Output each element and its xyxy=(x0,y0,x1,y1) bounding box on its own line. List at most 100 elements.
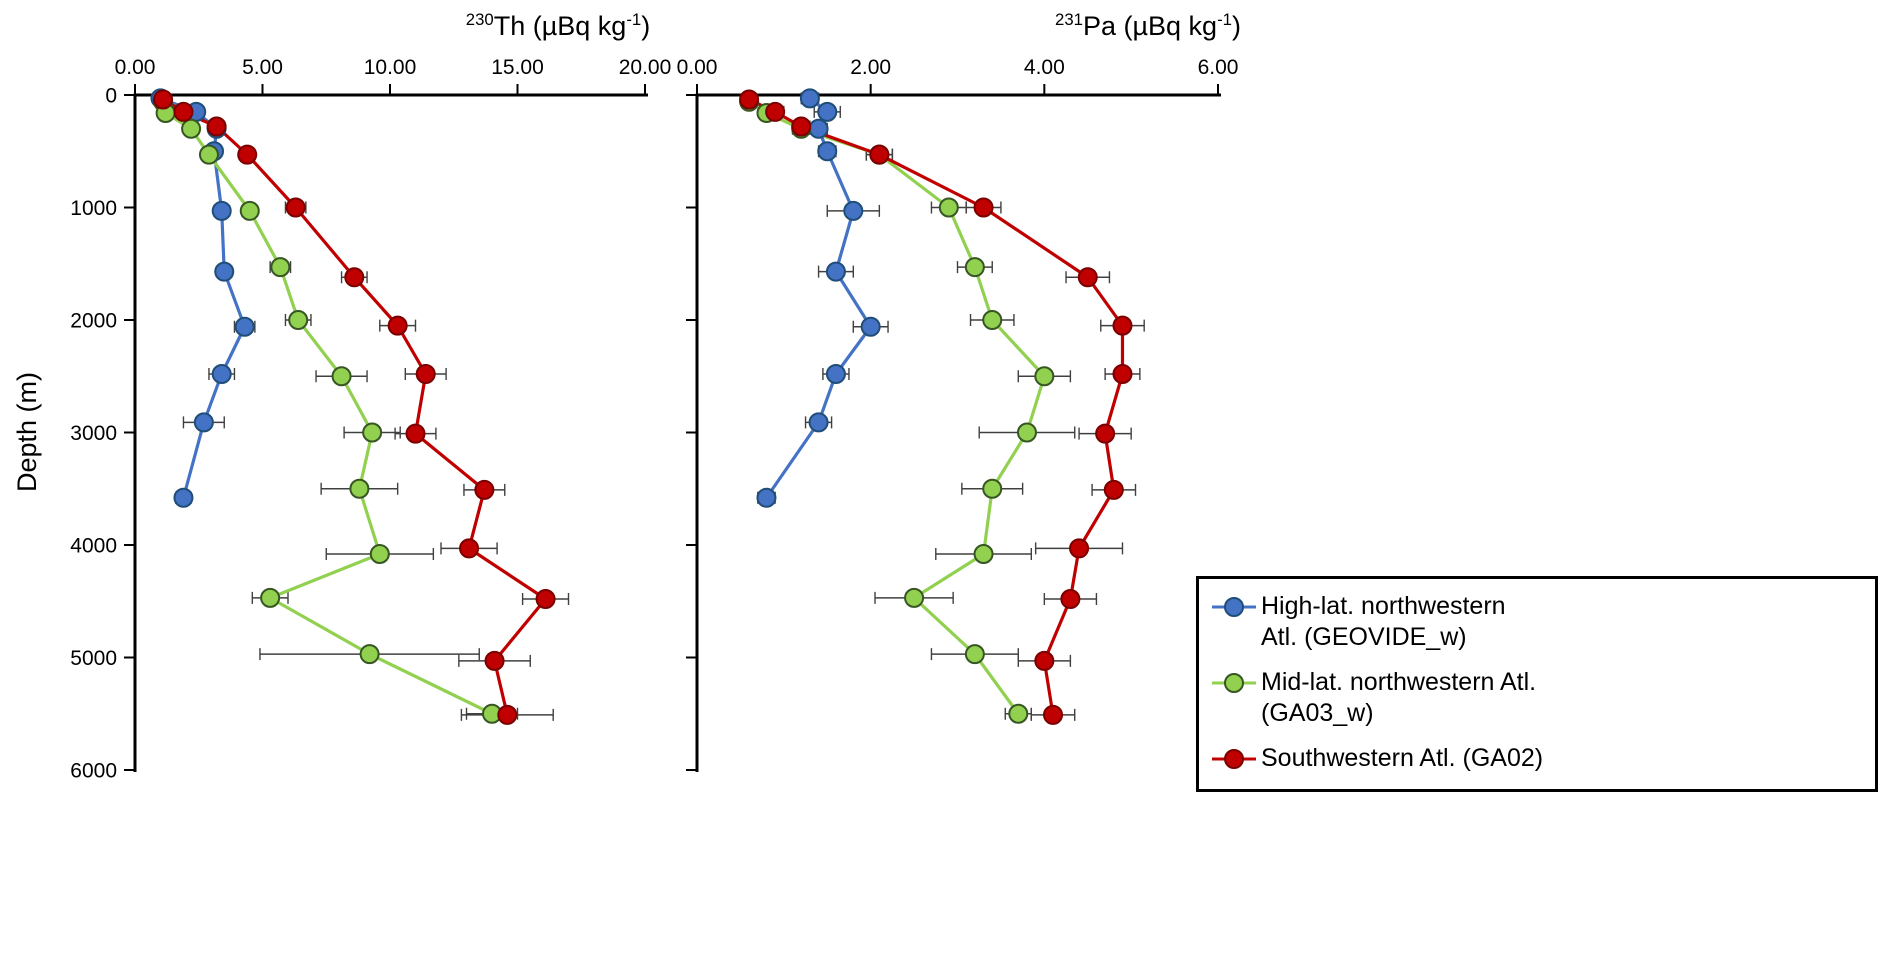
data-point-marker xyxy=(964,257,985,278)
data-point-marker xyxy=(415,364,436,384)
data-point-marker xyxy=(1008,703,1029,724)
pa-axis-title: 231Pa (µBq kg-1) xyxy=(1055,10,1241,42)
data-point-marker xyxy=(234,316,255,337)
y-tick-label: 6000 xyxy=(70,759,117,782)
y-tick-label: 3000 xyxy=(70,422,117,445)
pa-unit-exponent: -1 xyxy=(1217,10,1232,29)
data-point-marker xyxy=(982,310,1003,330)
pa-unit-close: ) xyxy=(1231,11,1241,41)
legend-item-high-lat: High-lat. northwestern Atl. (GEOVIDE_w) xyxy=(1211,591,1863,653)
data-point-marker xyxy=(285,197,306,218)
y-tick-label: 2000 xyxy=(70,309,117,332)
data-point-marker xyxy=(1112,364,1133,384)
th-unit-close: ) xyxy=(641,11,651,41)
y-tick-label: 4000 xyxy=(70,534,117,557)
data-point-marker xyxy=(206,116,227,137)
data-point-marker xyxy=(817,101,838,122)
data-point-marker xyxy=(369,544,390,564)
x-tick-label: 2.00 xyxy=(850,56,891,79)
x-tick-label: 10.00 xyxy=(364,56,417,79)
legend-label-line: Mid-lat. northwestern Atl. xyxy=(1261,668,1537,696)
data-point-marker xyxy=(211,364,232,384)
legend-label-line: Southwestern Atl. (GA02) xyxy=(1261,744,1544,772)
series-line xyxy=(161,101,493,716)
series-line xyxy=(748,98,1125,716)
legend-item-mid-lat: Mid-lat. northwestern Atl. (GA03_w) xyxy=(1211,667,1863,729)
data-point-marker xyxy=(860,316,881,337)
data-point-marker xyxy=(1077,267,1098,288)
data-point-marker xyxy=(1016,422,1037,443)
data-point-marker xyxy=(1034,650,1055,671)
data-point-marker xyxy=(973,544,994,564)
data-point-marker xyxy=(359,644,380,665)
pa-unit-label: (µBq kg xyxy=(1115,11,1218,41)
series-line xyxy=(765,97,873,499)
data-point-marker xyxy=(973,197,994,218)
data-point-marker xyxy=(260,587,281,608)
data-point-marker xyxy=(362,422,383,443)
data-point-marker xyxy=(1060,589,1081,609)
th-mass-superscript: 230 xyxy=(465,10,494,29)
data-point-marker xyxy=(198,144,219,165)
data-point-marker xyxy=(484,650,505,671)
data-point-marker xyxy=(387,315,408,336)
th-axis-title: 230Th (µBq kg-1) xyxy=(466,10,650,42)
x-tick-label: 15.00 xyxy=(491,56,544,79)
pa-element-label: Pa xyxy=(1082,11,1116,41)
data-point-marker xyxy=(799,88,820,109)
data-point-marker xyxy=(474,479,495,500)
data-point-marker xyxy=(1103,479,1124,500)
data-point-marker xyxy=(344,267,365,288)
data-point-marker xyxy=(497,704,518,725)
data-point-marker xyxy=(825,364,846,384)
legend-label-southwestern: Southwestern Atl. (GA02) xyxy=(1261,743,1543,774)
x-tick-label: 5.00 xyxy=(242,56,283,79)
legend-label-mid-lat: Mid-lat. northwestern Atl. (GA03_w) xyxy=(1261,667,1536,729)
legend-label-line: Atl. (GEOVIDE_w) xyxy=(1261,623,1467,651)
data-point-marker xyxy=(270,257,291,278)
data-point-marker xyxy=(459,538,480,559)
data-point-marker xyxy=(173,101,194,122)
data-point-marker xyxy=(288,310,309,330)
data-point-marker xyxy=(349,478,370,499)
data-point-marker xyxy=(237,144,258,165)
data-point-marker xyxy=(211,200,232,221)
y-tick-label: 1000 xyxy=(70,197,117,220)
x-tick-label: 0.00 xyxy=(677,56,718,79)
data-point-marker xyxy=(1095,423,1116,444)
data-point-marker xyxy=(904,587,925,608)
data-point-marker xyxy=(173,487,194,508)
data-point-marker xyxy=(331,366,352,387)
data-point-marker xyxy=(964,644,985,665)
data-point-marker xyxy=(843,200,864,221)
x-tick-label: 6.00 xyxy=(1198,56,1239,79)
legend: High-lat. northwestern Atl. (GEOVIDE_w) … xyxy=(1196,576,1878,792)
data-point-marker xyxy=(808,118,829,139)
data-point-marker xyxy=(817,141,838,162)
data-point-marker xyxy=(869,144,890,165)
legend-label-line: High-lat. northwestern xyxy=(1261,592,1506,620)
data-point-marker xyxy=(825,261,846,282)
data-point-marker xyxy=(739,89,760,110)
th-unit-label: (µBq kg xyxy=(525,11,627,41)
y-tick-label: 5000 xyxy=(70,647,117,670)
depth-axis-label: Depth (m) xyxy=(12,371,42,493)
data-point-marker xyxy=(1034,366,1055,387)
data-point-marker xyxy=(756,487,777,508)
data-point-marker xyxy=(765,101,786,122)
data-point-marker xyxy=(808,412,829,433)
series-line xyxy=(748,100,1046,715)
legend-marker-mid-lat-icon xyxy=(1211,670,1261,701)
legend-label-high-lat: High-lat. northwestern Atl. (GEOVIDE_w) xyxy=(1261,591,1506,653)
data-point-marker xyxy=(938,197,959,218)
data-point-marker xyxy=(239,200,260,221)
y-tick-label: 0 xyxy=(105,84,117,107)
data-point-marker xyxy=(181,118,202,139)
data-point-marker xyxy=(1043,704,1064,725)
data-point-marker xyxy=(193,412,214,433)
legend-marker-southwestern-icon xyxy=(1211,746,1261,777)
th-element-label: Th xyxy=(493,11,526,41)
x-tick-label: 4.00 xyxy=(1024,56,1065,79)
